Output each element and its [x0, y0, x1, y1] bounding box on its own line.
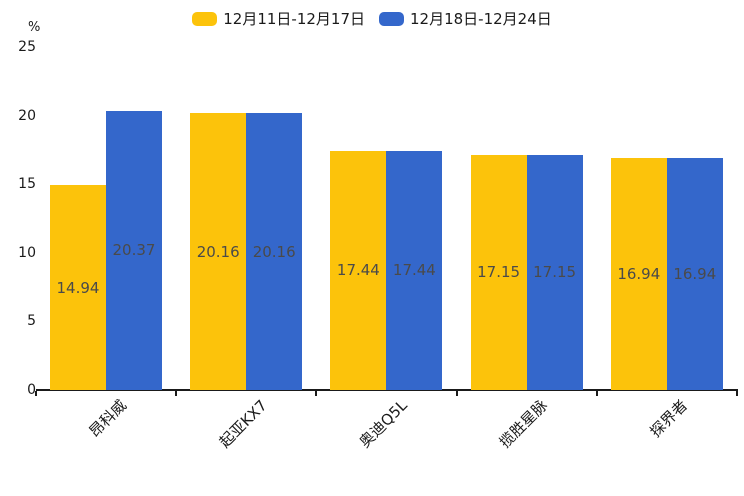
legend-item-0[interactable]: 12月11日-12月17日	[192, 8, 365, 29]
y-tick-label: 10	[18, 244, 36, 261]
bar-series1-揽胜星脉[interactable]: 17.15	[470, 154, 527, 390]
x-axis-tick-mark	[34, 391, 37, 396]
bar-series1-奥迪Q5L[interactable]: 17.44	[330, 150, 387, 390]
legend: 12月11日-12月17日 12月18日-12月24日	[0, 8, 744, 29]
y-tick-label: 5	[27, 313, 36, 330]
bar-value-label: 17.44	[392, 261, 436, 280]
legend-swatch-icon	[192, 11, 218, 26]
x-tick-label-起亚KX7: 起亚KX7	[215, 396, 271, 452]
x-tick-label-昂科威: 昂科威	[85, 396, 131, 441]
bar-series2-探界者[interactable]: 16.94	[666, 157, 723, 390]
x-axis-tick-mark	[315, 391, 318, 396]
bar-value-label: 20.16	[252, 242, 296, 261]
bar-value-label: 17.15	[533, 263, 577, 282]
y-tick-label: 15	[18, 176, 36, 193]
bar-value-label: 17.15	[477, 263, 521, 282]
x-axis-line	[36, 389, 738, 391]
bar-series2-奥迪Q5L[interactable]: 17.44	[386, 150, 443, 390]
x-tick-label-探界者: 探界者	[646, 396, 691, 441]
bar-series1-探界者[interactable]: 16.94	[610, 157, 667, 390]
bar-series2-昂科威[interactable]: 20.37	[106, 110, 162, 390]
legend-swatch-icon	[379, 11, 404, 26]
bar-value-label: 16.94	[617, 264, 661, 283]
bar-series2-揽胜星脉[interactable]: 17.15	[526, 154, 583, 390]
y-axis-unit-label: %	[28, 20, 41, 35]
x-axis-tick-mark	[175, 391, 178, 396]
x-tick-label-奥迪Q5L: 奥迪Q5L	[355, 396, 411, 452]
x-axis-tick-mark	[595, 391, 598, 396]
legend-item-label: 12月18日-12月24日	[410, 10, 552, 28]
x-axis-tick-mark	[735, 391, 738, 396]
legend-item-label: 12月11日-12月17日	[223, 10, 365, 28]
bar-series1-起亚KX7[interactable]: 20.16	[190, 113, 247, 390]
legend-item-1[interactable]: 12月18日-12月24日	[379, 8, 552, 29]
x-axis-tick-mark	[455, 391, 458, 396]
bar-value-label: 17.44	[336, 261, 380, 280]
x-tick-label-揽胜星脉: 揽胜星脉	[495, 396, 551, 452]
y-tick-label: 20	[18, 107, 36, 124]
bar-value-label: 14.94	[56, 278, 100, 297]
bar-series1-昂科威[interactable]: 14.94	[50, 185, 106, 390]
bar-value-label: 16.94	[673, 264, 717, 283]
bar-value-label: 20.16	[196, 242, 240, 261]
bar-value-label: 20.37	[112, 241, 156, 260]
y-tick-label: 0	[27, 382, 36, 398]
y-tick-label: 25	[18, 39, 36, 55]
bar-series2-起亚KX7[interactable]: 20.16	[246, 113, 303, 390]
